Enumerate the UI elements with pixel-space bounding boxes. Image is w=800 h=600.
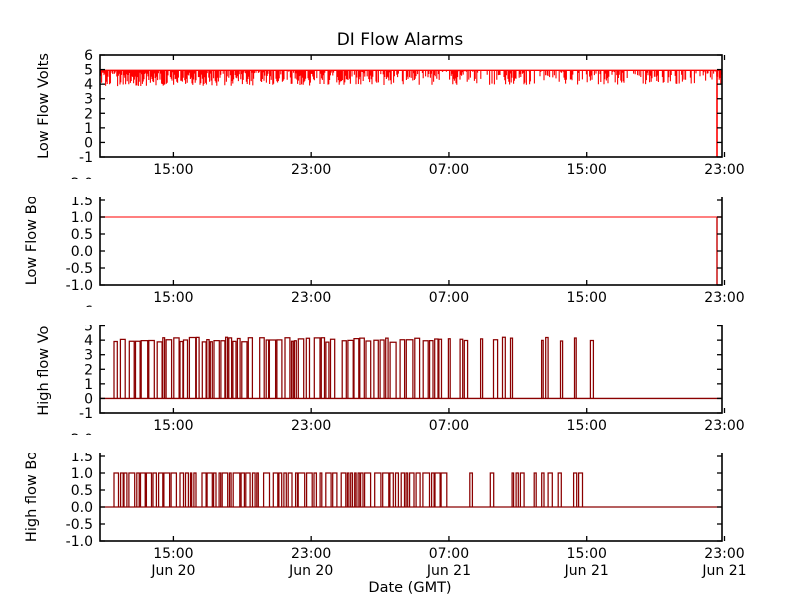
xtick-label-low-flow-volts-0: 15:00 [153, 162, 193, 178]
overlap-mask-2 [0, 435, 800, 453]
overlap-mask-0 [0, 179, 800, 197]
x-axis-label: Date (GMT) [368, 580, 451, 596]
xtick-label-low-flow-volts-1: 23:00 [291, 162, 331, 178]
y-axis-label-high-flow-volts: High flow Volts [36, 308, 52, 415]
data-layer-high-flow-bool [100, 472, 722, 508]
xtick-date-high-flow-bool-1: Jun 20 [288, 563, 333, 579]
ytick-label-high-flow-bool-2: 0.0 [71, 500, 93, 516]
ytick-label-low-flow-bool-1: -0.5 [66, 261, 93, 277]
ytick-label-low-flow-volts-7: 6 [84, 48, 93, 64]
ytick-label-low-flow-volts-1: 0 [84, 135, 93, 151]
xtick-date-high-flow-bool-2: Jun 21 [426, 563, 471, 579]
subplot-high-flow-volts [99, 310, 726, 414]
plot-area-high-flow-volts [100, 311, 722, 413]
data-layer-low-flow-volts [100, 69, 722, 157]
subplot-low-flow-volts [99, 54, 726, 158]
ytick-label-high-flow-volts-2: 1 [84, 377, 93, 393]
series-noise [100, 70, 722, 87]
xtick-label-low-flow-bool-4: 23:00 [704, 290, 744, 306]
axes-spines-low-flow-volts [99, 54, 723, 158]
y-axis-label-low-flow-bool: Low Flow Bool [24, 183, 40, 286]
xtick-label-high-flow-volts-3: 15:00 [567, 418, 607, 434]
xtick-label-high-flow-bool-1: 23:00 [291, 546, 331, 562]
ytick-label-high-flow-bool-1: -0.5 [66, 517, 93, 533]
xtick-label-high-flow-bool-4: 23:00 [704, 546, 744, 562]
ytick-label-high-flow-bool-3: 0.5 [71, 483, 93, 499]
ytick-label-high-flow-volts-1: 0 [84, 391, 93, 407]
xtick-label-low-flow-bool-1: 23:00 [291, 290, 331, 306]
xtick-label-low-flow-bool-0: 15:00 [153, 290, 193, 306]
ytick-label-high-flow-volts-4: 3 [84, 348, 93, 364]
plot-area-high-flow-bool [100, 439, 722, 541]
ytick-label-high-flow-bool-0: -1.0 [66, 534, 93, 550]
ytick-label-high-flow-volts-3: 2 [84, 362, 93, 378]
xtick-label-high-flow-volts-0: 15:00 [153, 418, 193, 434]
xtick-label-high-flow-bool-0: 15:00 [153, 546, 193, 562]
ytick-label-low-flow-bool-3: 0.5 [71, 227, 93, 243]
xtick-label-high-flow-bool-3: 15:00 [567, 546, 607, 562]
y-axis-label-low-flow-volts: Low Flow Volts [36, 53, 52, 159]
xtick-date-high-flow-bool-0: Jun 20 [150, 563, 195, 579]
subplot-high-flow-bool [99, 438, 726, 542]
series-pulses [113, 336, 595, 399]
xtick-label-low-flow-volts-3: 15:00 [567, 162, 607, 178]
y-axis-label-high-flow-bool: High flow Bool [24, 438, 40, 542]
ytick-label-low-flow-volts-4: 3 [84, 92, 93, 108]
ytick-label-low-flow-volts-5: 4 [84, 77, 93, 93]
ytick-label-low-flow-bool-2: 0.0 [71, 244, 93, 260]
xtick-date-high-flow-bool-3: Jun 21 [564, 563, 609, 579]
ytick-label-low-flow-volts-0: -1 [79, 150, 93, 166]
ytick-label-low-flow-bool-0: -1.0 [66, 278, 93, 294]
ytick-label-low-flow-volts-3: 2 [84, 106, 93, 122]
xtick-label-high-flow-bool-2: 07:00 [429, 546, 469, 562]
ytick-label-low-flow-volts-2: 1 [84, 121, 93, 137]
ytick-label-low-flow-bool-4: 1.0 [71, 210, 93, 226]
ytick-label-high-flow-volts-6: 5 [84, 319, 93, 335]
data-layer-high-flow-volts [100, 336, 722, 400]
plot-area-low-flow-bool [100, 183, 722, 285]
xtick-label-high-flow-volts-2: 07:00 [429, 418, 469, 434]
ytick-label-high-flow-volts-5: 4 [84, 333, 93, 349]
xtick-label-high-flow-volts-1: 23:00 [291, 418, 331, 434]
ytick-label-high-flow-volts-0: -1 [79, 406, 93, 422]
xtick-label-low-flow-volts-2: 07:00 [429, 162, 469, 178]
xtick-label-high-flow-volts-4: 23:00 [704, 418, 744, 434]
overlap-mask-1 [0, 307, 800, 325]
xtick-label-low-flow-bool-3: 15:00 [567, 290, 607, 306]
xtick-label-low-flow-volts-4: 23:00 [704, 162, 744, 178]
ytick-label-low-flow-volts-6: 5 [84, 63, 93, 79]
series-pulses [113, 472, 584, 507]
page-title: DI Flow Alarms [337, 30, 464, 50]
xtick-label-low-flow-bool-2: 07:00 [429, 290, 469, 306]
ytick-label-high-flow-bool-4: 1.0 [71, 466, 93, 482]
xtick-date-high-flow-bool-4: Jun 21 [701, 563, 746, 579]
